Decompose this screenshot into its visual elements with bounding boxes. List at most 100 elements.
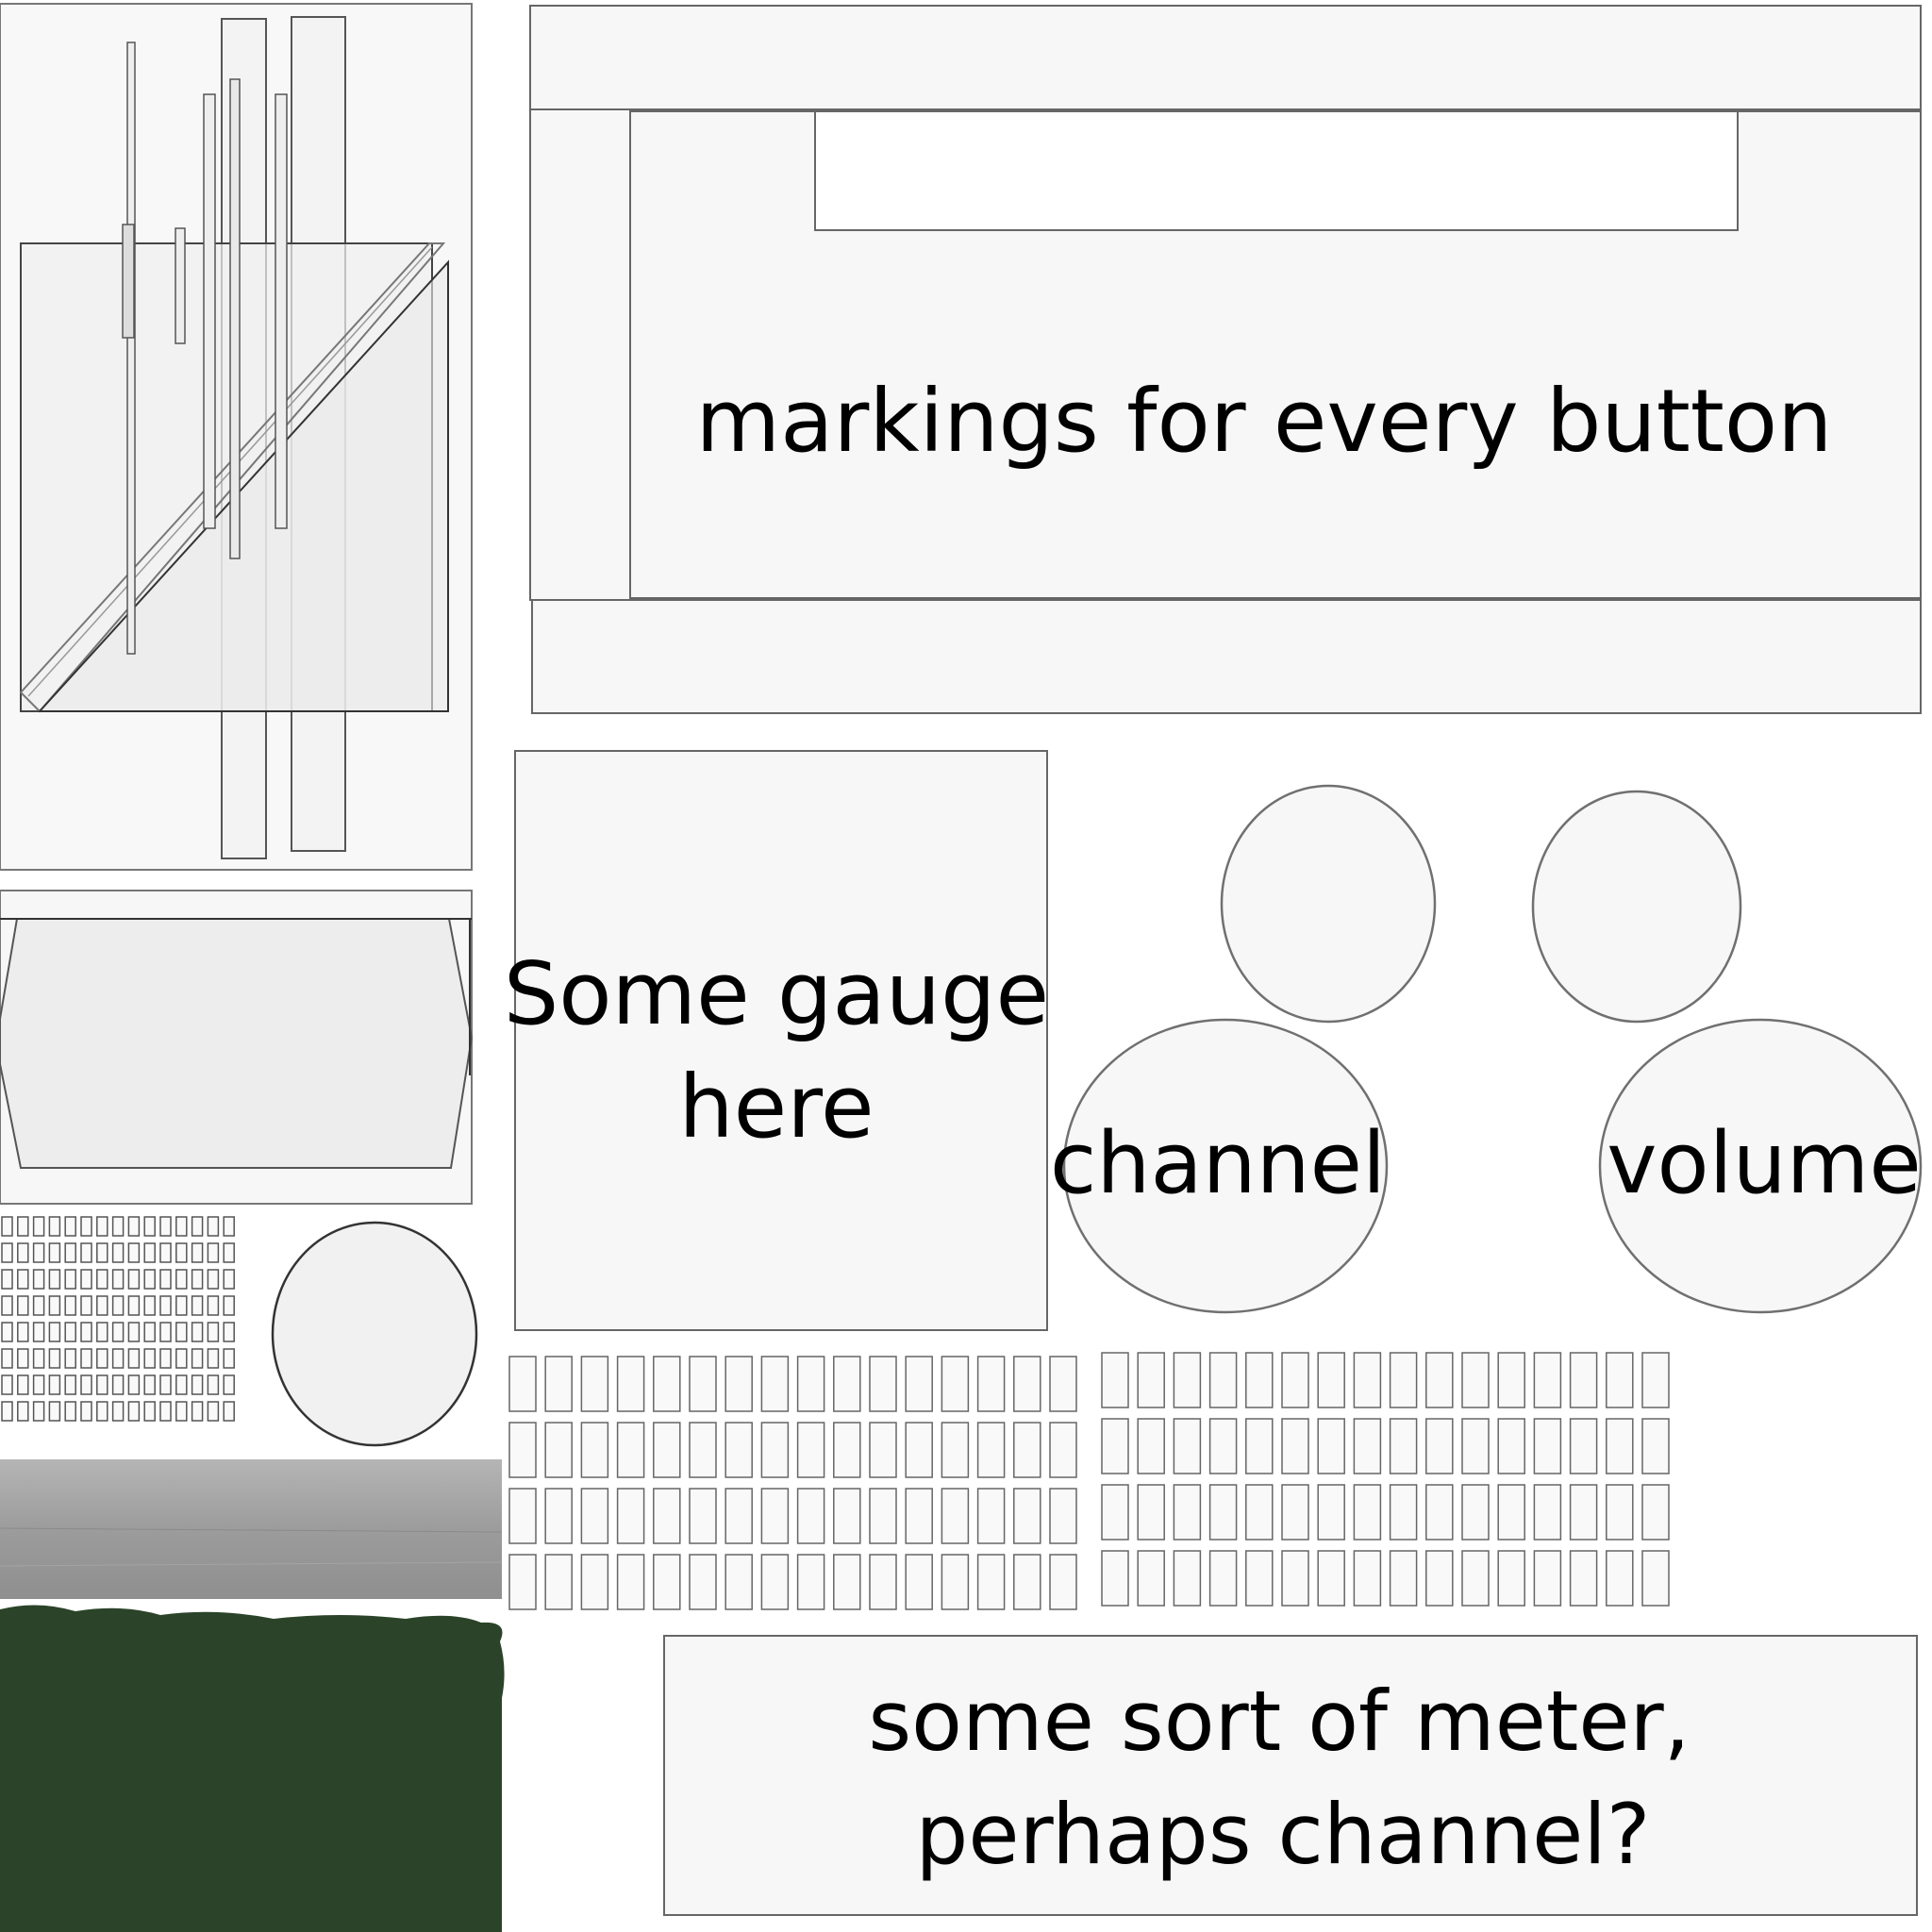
meter-label-line1: some sort of meter, xyxy=(868,1673,1690,1770)
grid-button-cell xyxy=(48,1322,61,1342)
grid-button-cell xyxy=(48,1348,61,1369)
grid-button-cell xyxy=(143,1374,156,1395)
grid-button-cell xyxy=(17,1348,29,1369)
grid-button-cell xyxy=(869,1554,897,1610)
grid-button-cell xyxy=(1461,1352,1490,1408)
grid-button-cell xyxy=(48,1295,61,1316)
button-markings-panel: markings for every button xyxy=(529,5,1922,714)
grid-button-cell xyxy=(796,1356,825,1412)
grid-button-cell xyxy=(1533,1550,1562,1607)
grid-button-cell xyxy=(869,1488,897,1544)
grid-button-cell xyxy=(64,1401,76,1422)
grid-button-cell xyxy=(760,1356,790,1412)
grid-button-cell xyxy=(1606,1352,1634,1408)
grid-button-cell xyxy=(64,1348,76,1369)
grid-button-cell xyxy=(127,1374,141,1395)
right-button-grid xyxy=(1101,1352,1670,1607)
grid-button-cell xyxy=(127,1322,141,1342)
grid-button-cell xyxy=(1049,1488,1077,1544)
grid-button-cell xyxy=(616,1422,645,1478)
grid-button-cell xyxy=(111,1401,125,1422)
grid-button-cell xyxy=(976,1356,1006,1412)
grid-button-cell xyxy=(1281,1550,1309,1607)
grid-button-cell xyxy=(223,1216,235,1237)
grid-button-cell xyxy=(80,1295,92,1316)
grid-button-cell xyxy=(32,1216,45,1237)
grid-button-cell xyxy=(127,1242,141,1263)
grid-button-cell xyxy=(223,1295,235,1316)
volume-knob-label: volume xyxy=(1607,1114,1921,1213)
grid-button-cell xyxy=(1,1401,13,1422)
grid-button-cell xyxy=(1425,1484,1454,1541)
grid-button-cell xyxy=(80,1374,92,1395)
grid-button-cell xyxy=(1281,1484,1309,1541)
grid-button-cell xyxy=(1101,1484,1129,1541)
grid-button-cell xyxy=(1389,1352,1418,1408)
grid-button-cell xyxy=(1245,1484,1274,1541)
grid-button-cell xyxy=(111,1216,125,1237)
grid-button-cell xyxy=(1389,1484,1418,1541)
grid-button-cell xyxy=(32,1295,45,1316)
grid-button-cell xyxy=(976,1554,1006,1610)
grid-button-cell xyxy=(1245,1418,1274,1474)
grid-button-cell xyxy=(111,1242,125,1263)
grid-button-cell xyxy=(653,1554,681,1610)
grid-button-cell xyxy=(616,1356,645,1412)
volume-knob-top xyxy=(1531,790,1742,1024)
grid-button-cell xyxy=(159,1216,172,1237)
grid-button-cell xyxy=(80,1242,92,1263)
grid-button-cell xyxy=(1641,1352,1670,1408)
grid-button-cell xyxy=(941,1488,970,1544)
grid-button-cell xyxy=(223,1322,235,1342)
grid-button-cell xyxy=(905,1356,933,1412)
grid-button-cell xyxy=(64,1216,76,1237)
grid-button-cell xyxy=(48,1242,61,1263)
grid-button-cell xyxy=(724,1356,753,1412)
grid-button-cell xyxy=(976,1422,1006,1478)
grid-button-cell xyxy=(64,1295,76,1316)
grid-button-cell xyxy=(580,1356,609,1412)
grid-button-cell xyxy=(96,1322,108,1342)
grid-button-cell xyxy=(143,1322,156,1342)
grid-button-cell xyxy=(1606,1550,1634,1607)
grid-button-cell xyxy=(1101,1352,1129,1408)
grid-button-cell xyxy=(544,1554,573,1610)
grid-button-cell xyxy=(1317,1550,1345,1607)
grid-button-cell xyxy=(159,1348,172,1369)
grid-button-cell xyxy=(1317,1352,1345,1408)
grid-button-cell xyxy=(1,1348,13,1369)
grid-button-cell xyxy=(191,1348,204,1369)
grid-button-cell xyxy=(32,1242,45,1263)
grid-button-cell xyxy=(1353,1418,1382,1474)
grid-button-cell xyxy=(17,1269,29,1290)
grid-button-cell xyxy=(1425,1418,1454,1474)
grid-button-cell xyxy=(1,1242,13,1263)
grid-button-cell xyxy=(32,1322,45,1342)
grid-button-cell xyxy=(1569,1550,1598,1607)
grid-button-cell xyxy=(1389,1550,1418,1607)
grid-button-cell xyxy=(207,1401,220,1422)
grid-button-cell xyxy=(32,1348,45,1369)
grid-button-cell xyxy=(833,1356,861,1412)
grid-button-cell xyxy=(80,1216,92,1237)
grid-button-cell xyxy=(96,1216,108,1237)
grid-button-cell xyxy=(1425,1550,1454,1607)
grid-button-cell xyxy=(32,1269,45,1290)
grid-button-cell xyxy=(905,1554,933,1610)
grid-button-cell xyxy=(1,1295,13,1316)
grid-button-cell xyxy=(1641,1418,1670,1474)
grid-button-cell xyxy=(544,1356,573,1412)
grid-button-cell xyxy=(175,1348,188,1369)
meter-label-line2: perhaps channel? xyxy=(916,1786,1651,1883)
grid-button-cell xyxy=(159,1242,172,1263)
grid-button-cell xyxy=(80,1322,92,1342)
grid-button-cell xyxy=(223,1374,235,1395)
channel-knob-top xyxy=(1220,784,1437,1024)
grid-button-cell xyxy=(207,1348,220,1369)
grid-button-cell xyxy=(1013,1356,1041,1412)
grid-button-cell xyxy=(1353,1352,1382,1408)
grid-button-cell xyxy=(1173,1550,1202,1607)
grid-button-cell xyxy=(833,1488,861,1544)
small-button-grid xyxy=(1,1216,235,1422)
grid-button-cell xyxy=(1461,1418,1490,1474)
